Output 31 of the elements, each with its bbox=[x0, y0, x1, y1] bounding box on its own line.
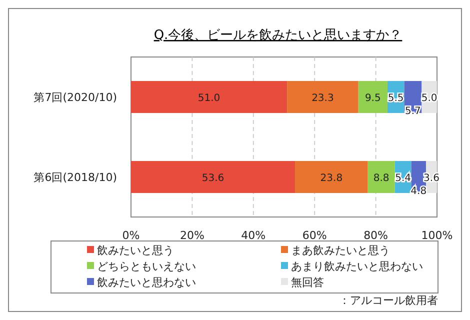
data-label: 51.0 bbox=[198, 93, 220, 104]
data-label: 23.3 bbox=[312, 93, 334, 104]
data-label: 23.8 bbox=[320, 173, 343, 184]
bar bbox=[131, 81, 288, 113]
x-tick-label: 80% bbox=[364, 229, 388, 242]
x-tick-label: 0% bbox=[122, 229, 140, 242]
data-label: 5.5 bbox=[388, 93, 404, 104]
y-tick-label: 第7回(2020/10) bbox=[34, 91, 117, 104]
x-tick-label: 20% bbox=[180, 229, 204, 242]
x-tick-label: 100% bbox=[421, 229, 453, 242]
legend-label: 無回答 bbox=[291, 276, 324, 289]
bar bbox=[295, 161, 368, 193]
legend-label: 飲みたいと思わない bbox=[97, 276, 196, 289]
data-label: 53.6 bbox=[202, 173, 224, 184]
bar bbox=[358, 81, 388, 113]
data-label: 8.8 bbox=[373, 173, 390, 184]
data-label: 5.4 bbox=[395, 173, 411, 184]
bar bbox=[287, 81, 358, 113]
data-label: 5.0 bbox=[421, 93, 438, 104]
x-tick-label: 60% bbox=[302, 229, 327, 242]
chart-title: Q.今後、ビールを飲みたいと思いますか？ bbox=[154, 28, 402, 43]
x-tick-label: 40% bbox=[241, 229, 266, 242]
legend-label: 飲みたいと思う bbox=[97, 244, 174, 257]
bar bbox=[131, 161, 296, 193]
y-tick-label: 第6回(2018/10) bbox=[34, 171, 117, 184]
bar bbox=[368, 161, 395, 193]
legend-label: あまり飲みたいと思わない bbox=[291, 260, 423, 273]
legend-label: まあ飲みたいと思う bbox=[291, 244, 390, 257]
data-label: 9.5 bbox=[364, 93, 381, 104]
legend-label: どちらともいえない bbox=[97, 260, 196, 273]
text: ：アルコール飲用者 bbox=[339, 294, 438, 307]
